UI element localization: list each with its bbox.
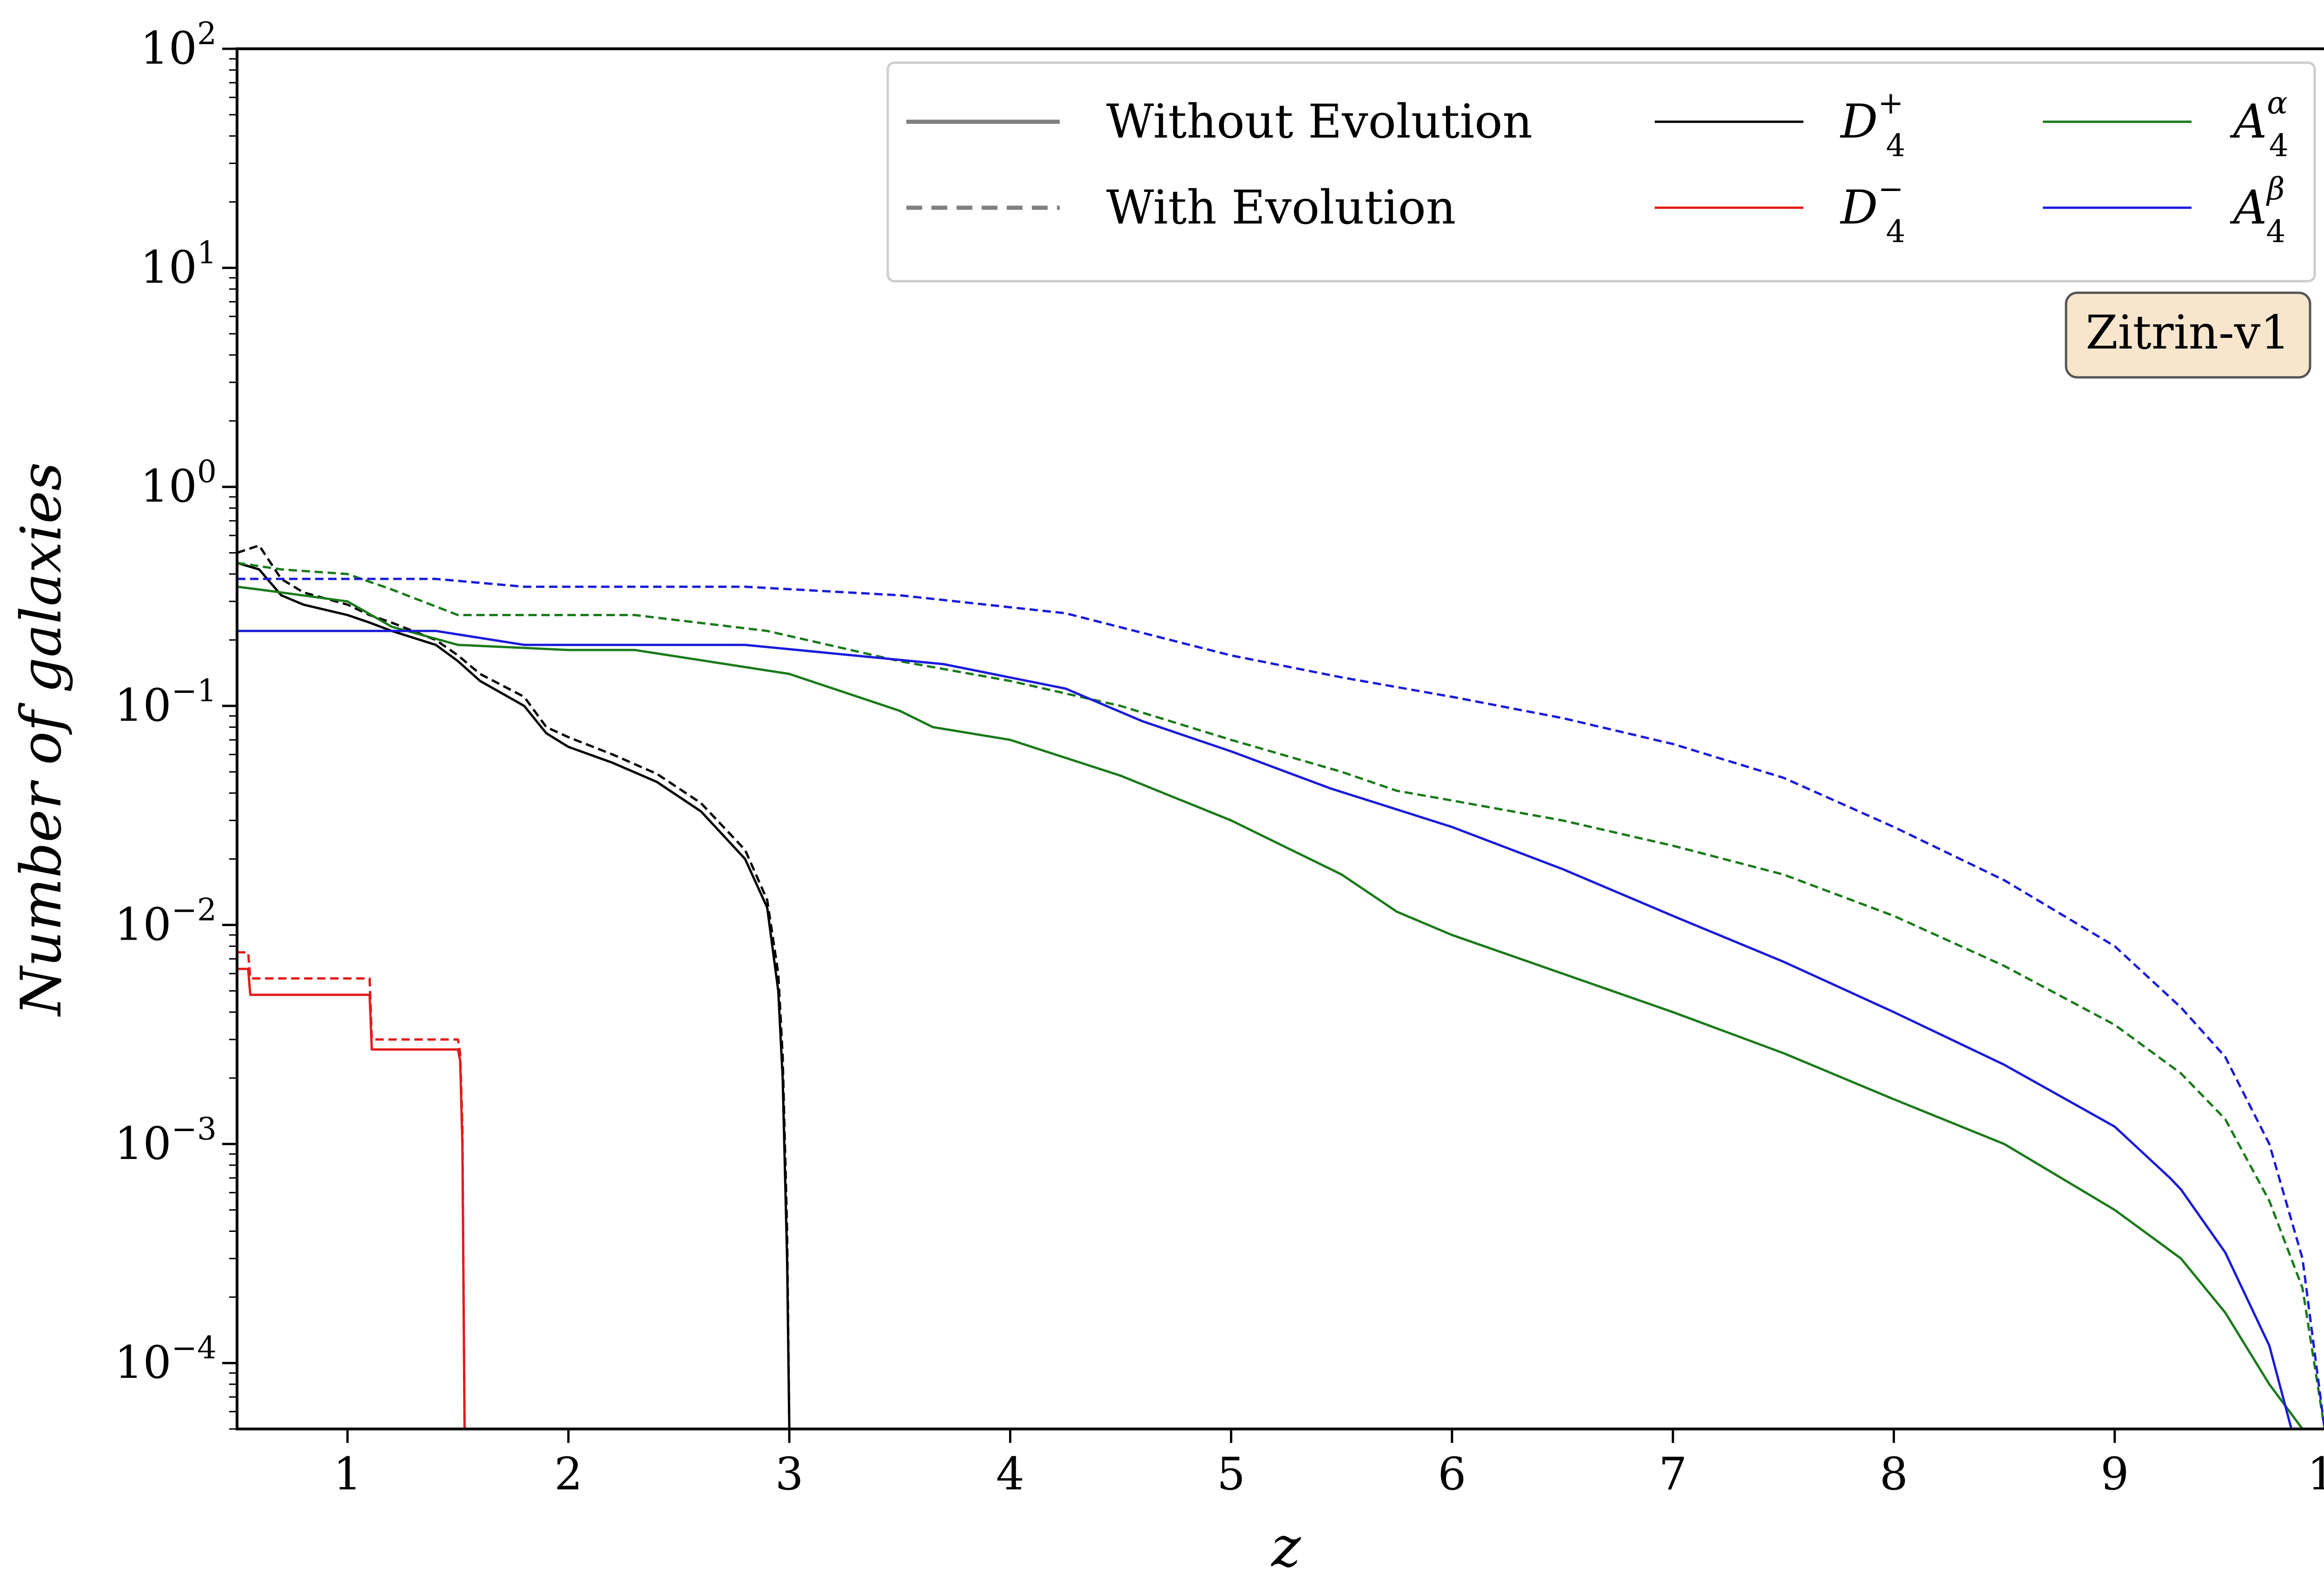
series-line-a4alpha-with-evolution — [237, 561, 2324, 1429]
y-tick-label: 101 — [140, 235, 217, 293]
annotation-box — [2065, 291, 2311, 379]
x-tick-label: 8 — [1880, 1448, 1908, 1500]
series-line-a4beta-with-evolution — [237, 578, 2324, 1429]
series-line-d4plus-without-evolution — [237, 561, 791, 1429]
legend-style-label: With Evolution — [1106, 180, 1456, 235]
series-layer — [237, 544, 2324, 1430]
legend-style-label: Without Evolution — [1106, 94, 1532, 149]
x-axis: 1 2 3 4 5 6 7 8 9 10 — [333, 1429, 2324, 1500]
series-line-d4minus-with-evolution — [237, 951, 466, 1429]
legend-box — [886, 61, 2316, 283]
legend-model-entries: D+ 4 D− 4 Aα 4 Aβ 4 — [1655, 85, 2289, 250]
x-tick-label: 9 — [2100, 1448, 2129, 1500]
y-axis-label: Number of galaxies — [9, 462, 74, 1017]
x-tick-label: 5 — [1217, 1448, 1245, 1500]
x-tick-label: 10 — [2307, 1448, 2324, 1500]
legend: Without Evolution With Evolution D+ 4 D− 4 Aα… — [886, 61, 2316, 283]
legend-model-label: D− 4 — [1840, 171, 1906, 250]
y-axis: 10−4 10−3 10−2 10−1 100 101 102 — [115, 16, 237, 1430]
plot-frame — [236, 47, 2324, 1430]
x-tick-label: 2 — [554, 1448, 582, 1500]
legend-style-entries: Without Evolution With Evolution — [906, 94, 1532, 235]
y-tick-label: 10−1 — [115, 673, 217, 731]
y-tick-label: 100 — [140, 454, 217, 513]
annotation-badge: Zitrin-v1 — [2065, 291, 2311, 379]
legend-model-label: Aβ 4 — [2230, 171, 2285, 250]
legend-model-label: D+ 4 — [1840, 85, 1906, 164]
series-line-a4beta-without-evolution — [237, 630, 2293, 1429]
y-tick-label: 10−2 — [115, 892, 217, 950]
y-tick-label: 102 — [140, 16, 217, 74]
y-tick-label: 10−3 — [115, 1111, 217, 1170]
annotation-text: Zitrin-v1 — [2086, 305, 2290, 360]
series-line-a4alpha-without-evolution — [237, 586, 2304, 1430]
y-tick-label: 10−4 — [115, 1330, 217, 1389]
x-axis-label: z — [1270, 1515, 1301, 1580]
x-tick-label: 6 — [1438, 1448, 1466, 1500]
x-tick-label: 4 — [996, 1448, 1024, 1500]
legend-model-label: Aα 4 — [2230, 85, 2289, 164]
x-tick-label: 1 — [333, 1448, 362, 1500]
x-tick-label: 7 — [1659, 1448, 1687, 1500]
x-tick-label: 3 — [775, 1448, 804, 1500]
